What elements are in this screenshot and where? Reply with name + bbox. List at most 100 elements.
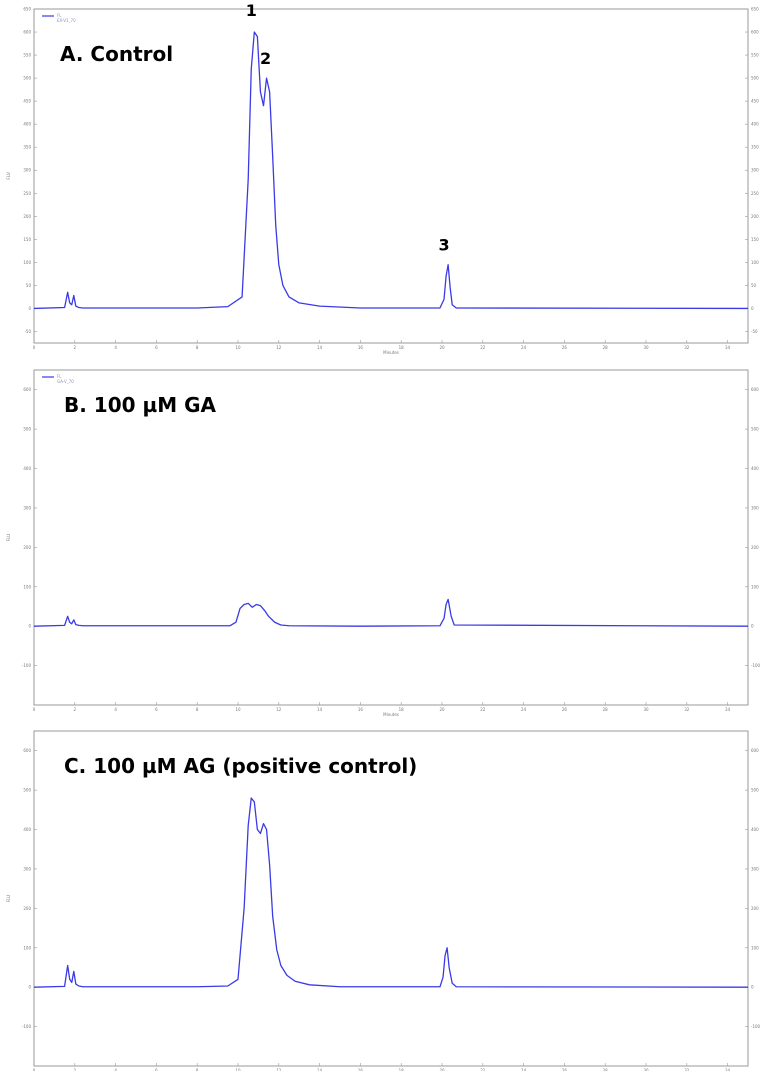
y-tick-label-right: 150 xyxy=(751,237,759,242)
peak-label-3: 3 xyxy=(439,236,450,255)
y-tick-label-right: 300 xyxy=(751,505,759,510)
y-tick-label: 0 xyxy=(28,624,31,629)
x-tick-label: 10 xyxy=(235,707,241,712)
x-tick-label: 26 xyxy=(562,707,568,712)
y-tick-label-right: 100 xyxy=(751,945,759,950)
peak-label-2: 2 xyxy=(260,49,271,68)
y-tick-label: 300 xyxy=(23,505,31,510)
y-tick-label: 550 xyxy=(23,53,31,58)
y-tick-label: -100 xyxy=(22,1024,32,1029)
x-tick-label: 6 xyxy=(155,345,158,350)
y-tick-label: 500 xyxy=(23,788,31,793)
y-tick-label: -50 xyxy=(24,329,31,334)
y-tick-label: -100 xyxy=(22,663,32,668)
x-tick-label: 18 xyxy=(399,345,405,350)
y-tick-label-right: -50 xyxy=(751,329,758,334)
chromatogram-trace xyxy=(33,797,749,988)
y-tick-label-right: 600 xyxy=(751,748,759,753)
x-tick-label: 24 xyxy=(521,707,527,712)
peak-label-1: 1 xyxy=(246,1,257,20)
panel-title: B. 100 µM GA xyxy=(64,393,217,417)
y-tick-label-right: -100 xyxy=(751,1024,760,1029)
y-tick-label: 350 xyxy=(23,145,31,150)
x-tick-label: 0 xyxy=(33,707,36,712)
y-tick-label-right: 400 xyxy=(751,466,759,471)
y-tick-label: 0 xyxy=(28,985,31,990)
x-tick-label: 28 xyxy=(603,707,609,712)
y-axis-title: FLU xyxy=(6,534,11,541)
x-tick-label: 16 xyxy=(358,345,364,350)
y-tick-label: 250 xyxy=(23,191,31,196)
x-tick-label: 24 xyxy=(521,345,527,350)
x-tick-label: 4 xyxy=(114,345,117,350)
x-axis-title: Minutes xyxy=(383,712,399,717)
x-tick-label: 20 xyxy=(439,345,445,350)
y-tick-label-right: 200 xyxy=(751,214,759,219)
x-tick-label: 2 xyxy=(74,707,77,712)
x-tick-label: 32 xyxy=(684,707,690,712)
y-tick-label-right: -100 xyxy=(751,663,760,668)
y-tick-label-right: 0 xyxy=(751,624,754,629)
y-tick-label-right: 500 xyxy=(751,788,759,793)
legend-entry: EX-V1_70 xyxy=(57,18,76,23)
x-tick-label: 30 xyxy=(643,707,649,712)
y-tick-label: 200 xyxy=(23,906,31,911)
plot-frame xyxy=(33,8,749,344)
chromatogram-trace xyxy=(33,31,749,310)
x-tick-label: 2 xyxy=(74,345,77,350)
x-tick-label: 4 xyxy=(114,707,117,712)
y-tick-label: 150 xyxy=(23,237,31,242)
y-tick-label: 200 xyxy=(23,545,31,550)
y-tick-label: 500 xyxy=(23,427,31,432)
y-tick-label-right: 50 xyxy=(751,283,757,288)
y-tick-label-right: 200 xyxy=(751,906,759,911)
y-tick-label-right: 250 xyxy=(751,191,759,196)
y-tick-label-right: 0 xyxy=(751,306,754,311)
y-tick-label-right: 650 xyxy=(751,7,759,12)
y-tick-label: 0 xyxy=(28,306,31,311)
x-tick-label: 30 xyxy=(643,345,649,350)
y-tick-label: 600 xyxy=(23,387,31,392)
x-tick-label: 32 xyxy=(684,345,690,350)
x-tick-label: 10 xyxy=(235,345,241,350)
plot-frame xyxy=(33,369,749,706)
y-axis-title: FLU xyxy=(6,172,11,179)
x-tick-label: 14 xyxy=(317,707,323,712)
y-tick-label-right: 600 xyxy=(751,387,759,392)
y-tick-label: 400 xyxy=(23,466,31,471)
x-tick-label: 6 xyxy=(155,707,158,712)
y-axis-title: FLU xyxy=(6,895,11,902)
y-tick-label-right: 400 xyxy=(751,827,759,832)
y-tick-label-right: 500 xyxy=(751,76,759,81)
x-tick-label: 20 xyxy=(439,707,445,712)
x-tick-label: 34 xyxy=(725,707,731,712)
x-tick-label: 28 xyxy=(603,345,609,350)
x-tick-label: 22 xyxy=(480,707,486,712)
legend-entry: GA-V_70 xyxy=(57,379,74,384)
y-tick-label: 400 xyxy=(23,122,31,127)
y-tick-label: 500 xyxy=(23,76,31,81)
y-tick-label-right: 0 xyxy=(751,985,754,990)
x-tick-label: 34 xyxy=(725,345,731,350)
x-tick-label: 18 xyxy=(399,707,405,712)
y-tick-label: 100 xyxy=(23,945,31,950)
x-tick-label: 14 xyxy=(317,345,323,350)
plot-frame xyxy=(33,730,749,1067)
y-tick-label-right: 200 xyxy=(751,545,759,550)
panel-title: A. Control xyxy=(60,42,173,66)
y-tick-label-right: 600 xyxy=(751,30,759,35)
y-tick-label-right: 100 xyxy=(751,260,759,265)
y-tick-label-right: 550 xyxy=(751,53,759,58)
y-tick-label-right: 100 xyxy=(751,584,759,589)
legend-entry: FL xyxy=(57,374,62,379)
x-tick-label: 8 xyxy=(196,345,199,350)
x-tick-label: 8 xyxy=(196,707,199,712)
x-tick-label: 12 xyxy=(276,707,282,712)
panel-c: -100 -100 0 0 100 100 200 200 300 300 400 400 500 500… xyxy=(6,730,760,1076)
y-tick-label-right: 500 xyxy=(751,427,759,432)
x-tick-label: 12 xyxy=(276,345,282,350)
y-tick-label: 400 xyxy=(23,827,31,832)
